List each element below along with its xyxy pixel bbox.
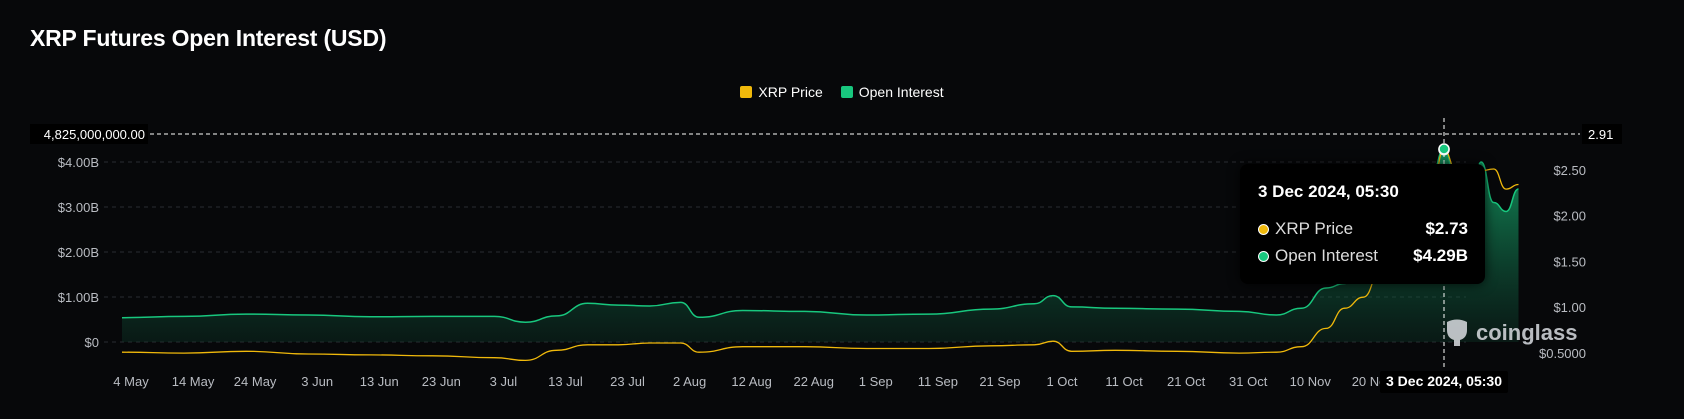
tooltip-row-oi: Open Interest $4.29B bbox=[1258, 246, 1468, 266]
tooltip-row-price: XRP Price $2.73 bbox=[1258, 219, 1468, 239]
x-tick-label: 22 Aug bbox=[793, 374, 834, 389]
tooltip-date: 3 Dec 2024, 05:30 bbox=[1258, 182, 1399, 201]
legend-item-price[interactable]: XRP Price bbox=[740, 84, 823, 100]
crosshair: 4,825,000,000.00 2.91 bbox=[30, 118, 1622, 370]
x-tick-label: 11 Sep bbox=[918, 374, 958, 389]
x-tick-label: 13 Jun bbox=[360, 374, 399, 389]
legend-label-price: XRP Price bbox=[758, 84, 823, 100]
coinglass-watermark: coinglass bbox=[1444, 318, 1577, 348]
legend-swatch-price bbox=[740, 86, 753, 98]
crosshair-date-label: 3 Dec 2024, 05:30 bbox=[1380, 371, 1508, 393]
x-tick-label: 3 Jul bbox=[490, 374, 518, 389]
open-interest-area bbox=[122, 148, 1519, 342]
y-left-tick-label: $3.00B bbox=[58, 200, 99, 215]
x-tick-label: 1 Oct bbox=[1046, 374, 1077, 389]
x-tick-label: 31 Oct bbox=[1229, 374, 1268, 389]
y-right-tick-label: $1.50 bbox=[1553, 254, 1586, 269]
area-layer bbox=[122, 148, 1519, 342]
x-tick-label: 23 Jul bbox=[610, 374, 645, 389]
chart-tooltip: 3 Dec 2024, 05:30 XRP Price $2.73 Open I… bbox=[1240, 164, 1485, 284]
x-tick-label: 14 May bbox=[172, 374, 215, 389]
x-tick-label: 11 Oct bbox=[1105, 374, 1143, 389]
oi-hover-marker bbox=[1438, 143, 1450, 155]
y-left-tick-label: $2.00B bbox=[58, 245, 99, 260]
x-tick-label: 2 Aug bbox=[673, 374, 706, 389]
x-tick-label: 21 Sep bbox=[979, 374, 1020, 389]
x-tick-label: 23 Jun bbox=[422, 374, 461, 389]
y-left-tick-label: $4.00B bbox=[58, 155, 99, 170]
x-tick-label: 3 Jun bbox=[301, 374, 333, 389]
tooltip-dot-price bbox=[1258, 223, 1269, 235]
crosshair-right-value: 2.91 bbox=[1588, 127, 1613, 142]
tooltip-dot-oi bbox=[1258, 250, 1269, 262]
x-tick-label: 1 Sep bbox=[859, 374, 893, 389]
crosshair-left-label-bg bbox=[30, 124, 148, 144]
x-tick-label: 24 May bbox=[234, 374, 277, 389]
x-tick-label: 4 May bbox=[113, 374, 149, 389]
legend-swatch-oi bbox=[840, 86, 853, 98]
legend-label-oi: Open Interest bbox=[858, 84, 944, 100]
axis-labels: $0 $1.00B $2.00B $3.00B $4.00B $0.5000 $1.00 $1… bbox=[58, 155, 1586, 389]
coinglass-logo-icon bbox=[1447, 319, 1467, 346]
x-tick-label: 21 Oct bbox=[1167, 374, 1206, 389]
x-tick-label: 10 Nov bbox=[1290, 374, 1332, 389]
y-right-tick-label: $2.50 bbox=[1553, 163, 1586, 178]
hover-markers bbox=[1438, 143, 1450, 156]
y-left-tick-label: $1.00B bbox=[58, 290, 99, 305]
crosshair-left-value: 4,825,000,000.00 bbox=[44, 127, 145, 142]
watermark-text: coinglass bbox=[1476, 320, 1578, 345]
x-tick-label: 12 Aug bbox=[731, 374, 772, 389]
y-right-tick-label: $0.5000 bbox=[1539, 346, 1586, 361]
y-right-tick-label: $2.00 bbox=[1553, 209, 1586, 224]
tooltip-value-price: $2.73 bbox=[1425, 219, 1468, 238]
tooltip-name-oi: Open Interest bbox=[1275, 246, 1379, 265]
chart-legend: XRP Price Open Interest bbox=[0, 84, 1684, 100]
legend-item-oi[interactable]: Open Interest bbox=[840, 84, 944, 100]
tooltip-name-price: XRP Price bbox=[1275, 219, 1354, 238]
tooltip-value-oi: $4.29B bbox=[1413, 246, 1468, 265]
y-right-tick-label: $1.00 bbox=[1553, 300, 1586, 315]
y-left-tick-label: $0 bbox=[85, 335, 99, 350]
crosshair-right-label-bg bbox=[1582, 124, 1622, 144]
chart-title: XRP Futures Open Interest (USD) bbox=[30, 25, 387, 51]
x-tick-label: 13 Jul bbox=[548, 374, 583, 389]
